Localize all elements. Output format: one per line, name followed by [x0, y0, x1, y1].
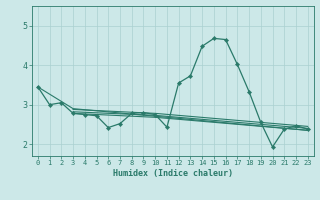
- X-axis label: Humidex (Indice chaleur): Humidex (Indice chaleur): [113, 169, 233, 178]
